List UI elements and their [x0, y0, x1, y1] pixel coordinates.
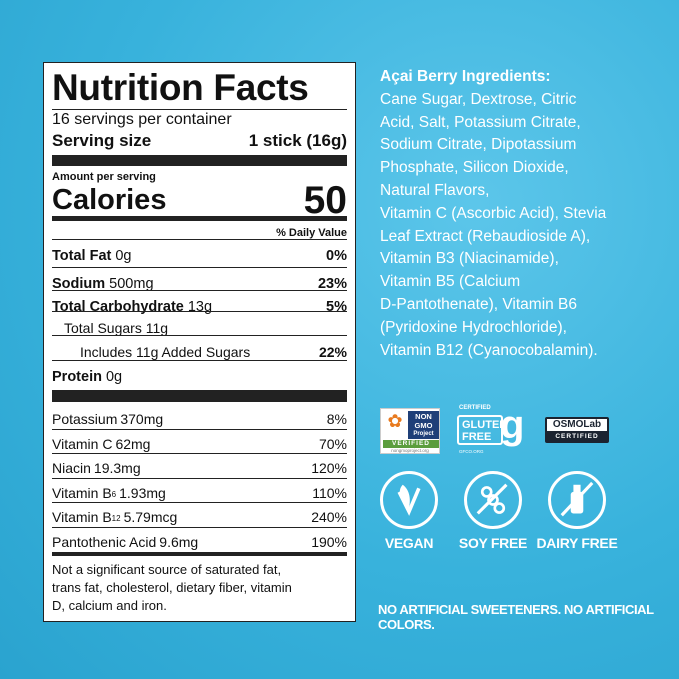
ingredient-line: Cane Sugar, Dextrose, Citric — [380, 90, 577, 108]
nutrient-amount: 0g — [105, 369, 123, 385]
vitamin-name: Niacin — [52, 460, 91, 476]
thick-divider — [52, 390, 347, 402]
vitamin-row: Pantothenic Acid 9.6mg 190% — [52, 534, 347, 550]
vitamin-name: Pantothenic Acid — [52, 533, 157, 550]
vitamin-name: Vitamin C — [52, 435, 113, 452]
ingredient-line: Vitamin B5 (Calcium — [380, 273, 521, 291]
nutrient-name: Includes 11g Added Sugars — [80, 344, 251, 360]
nutrient-row: Total Sugars 11g — [64, 320, 347, 336]
vitamin-row: Potassium 370mg 8% — [52, 411, 347, 427]
vitamin-name: Vitamin B — [52, 484, 112, 501]
medium-divider — [52, 552, 347, 556]
nutrient-name: Sodium — [52, 276, 106, 292]
ingredient-line: Acid, Salt, Potassium Citrate, — [380, 113, 581, 131]
ingredient-line: D-Pantothenate), Vitamin B6 — [380, 295, 578, 313]
claim-label: VEGAN — [384, 535, 434, 551]
nutrient-row: Protein 0g — [52, 369, 347, 385]
divider — [52, 290, 347, 291]
ingredient-line: Leaf Extract (Rebaudioside A), — [380, 227, 591, 245]
divider — [52, 428, 347, 430]
vitamin-name: Potassium — [52, 411, 118, 427]
ingredient-line: Natural Flavors, — [380, 181, 490, 199]
nutrient-amount: 0g — [115, 248, 132, 264]
nutrition-facts-label: Nutrition Facts 16 servings per containe… — [43, 62, 356, 622]
footnote-line: D, calcium and iron. — [52, 598, 167, 613]
nutrient-name: Total Carbohydrate — [52, 299, 184, 315]
ingredients: Açai Berry Ingredients: Cane Sugar, Dext… — [380, 66, 606, 362]
gluten-free-badge: CERTIFIED GLUTEN FREE g GFCO.ORG — [457, 403, 525, 454]
nutrient-row: Total Fat 0g 0% — [52, 248, 347, 264]
daily-value: 70% — [318, 435, 347, 452]
daily-value: 240% — [311, 509, 347, 525]
nutrient-row: Includes 11g Added Sugars 22% — [80, 344, 347, 360]
nutrient-name: Total Fat — [52, 248, 112, 264]
label-title: Nutrition Facts — [52, 67, 309, 108]
footnote: Not a significant source of saturated fa… — [52, 561, 292, 615]
daily-value: 120% — [311, 460, 347, 476]
non-gmo-badge: ✿ NON GMO Project VERIFIED nongmoproject… — [380, 408, 440, 454]
vitamin-amount: 5.79mcg — [123, 509, 178, 525]
ingredient-line: Vitamin B12 (Cyanocobalamin). — [380, 341, 598, 359]
footnote-line: Not a significant source of saturated fa… — [52, 562, 282, 577]
daily-value: 190% — [311, 533, 347, 550]
daily-value-header: % Daily Value — [276, 227, 347, 239]
ingredient-line: (Pyridoxine Hydrochloride), — [380, 318, 567, 336]
osmolab-badge: OSMOLab CERTIFIED — [545, 417, 609, 443]
nutrient-row: Total Carbohydrate 13g 5% — [52, 299, 347, 315]
g-logo-icon: g — [500, 403, 525, 447]
divider — [52, 526, 347, 528]
amount-per-serving: Amount per serving — [52, 171, 156, 183]
nutrient-amount: 13g — [187, 299, 213, 315]
nutrient-amount: 500mg — [109, 276, 154, 292]
footnote-line: trans fat, cholesterol, dietary fiber, v… — [52, 580, 292, 595]
divider — [52, 360, 347, 361]
calories-row: Calories 50 — [52, 179, 347, 222]
nutrient-name: Protein — [52, 369, 102, 385]
vitamin-row: Niacin 19.3mg 120% — [52, 460, 347, 476]
vitamin-row: Vitamin B6 1.93mg 110% — [52, 485, 347, 501]
vitamin-name: Vitamin B — [52, 509, 112, 525]
daily-value: 8% — [326, 411, 347, 427]
divider — [52, 267, 347, 268]
daily-value: 0% — [326, 248, 347, 264]
ingredient-line: Phosphate, Silicon Dioxide, — [380, 159, 569, 177]
daily-value: 22% — [318, 344, 347, 360]
tagline: NO ARTIFICIAL SWEETENERS. NO ARTIFICIAL … — [378, 602, 654, 632]
daily-value: 5% — [326, 299, 347, 315]
ingredients-heading: Açai Berry Ingredients: — [380, 68, 551, 85]
ingredient-line: Vitamin C (Ascorbic Acid), Stevia — [380, 204, 607, 222]
claim-label: SOY FREE — [458, 535, 528, 551]
vitamin-amount: 9.6mg — [159, 533, 199, 550]
vitamin-subscript: 12 — [111, 514, 121, 523]
divider — [52, 502, 347, 503]
divider — [52, 477, 347, 479]
nutrient-name: Total Sugars 11g — [64, 320, 169, 336]
divider — [52, 453, 347, 454]
ingredient-line: Sodium Citrate, Dipotassium — [380, 136, 577, 154]
serving-size: Serving size 1 stick (16g) — [52, 131, 347, 150]
divider — [52, 335, 347, 336]
divider — [52, 239, 347, 240]
vitamin-row: Vitamin C 62mg 70% — [52, 436, 347, 452]
vegan-leaf-icon — [380, 471, 438, 529]
no-dairy-icon — [548, 471, 606, 529]
thick-divider — [52, 155, 347, 166]
medium-divider — [52, 216, 347, 221]
vitamin-amount: 1.93mg — [119, 484, 166, 501]
ingredient-line: Vitamin B3 (Niacinamide), — [380, 250, 559, 268]
divider — [52, 311, 347, 312]
vitamin-amount: 370mg — [120, 411, 164, 427]
divider — [52, 109, 347, 110]
nutrient-row: Sodium 500mg 23% — [52, 276, 347, 292]
servings-per-container: 16 servings per container — [52, 111, 232, 128]
vitamin-amount: 19.3mg — [93, 460, 141, 476]
claim-label: DAIRY FREE — [536, 535, 618, 551]
no-soy-icon — [464, 471, 522, 529]
vitamin-subscript: 6 — [111, 489, 117, 499]
butterfly-icon: ✿ — [387, 411, 403, 431]
vitamin-amount: 62mg — [115, 435, 151, 452]
vitamin-row: Vitamin B12 5.79mcg 240% — [52, 509, 347, 525]
daily-value: 110% — [312, 484, 347, 501]
daily-value: 23% — [317, 276, 347, 292]
